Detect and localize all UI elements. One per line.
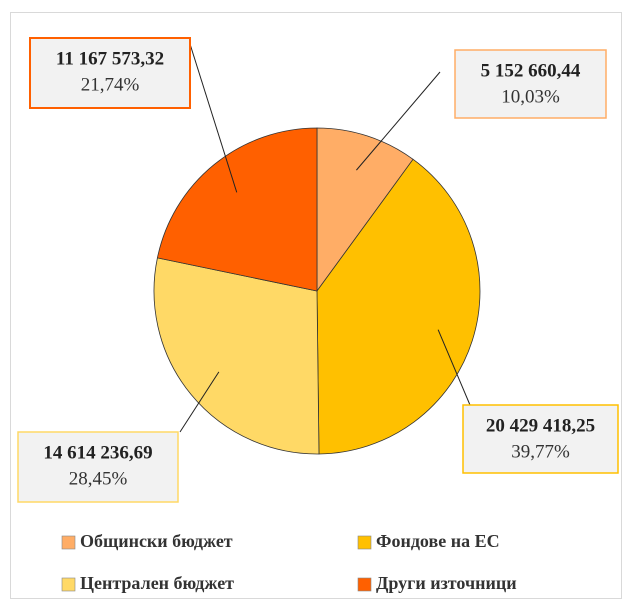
leader-line bbox=[356, 71, 441, 171]
legend-swatch bbox=[61, 535, 76, 550]
leader-line bbox=[437, 329, 471, 406]
label-box bbox=[17, 431, 179, 503]
value-label: 11 167 573,32 bbox=[56, 48, 164, 69]
legend-label: Фондове на ЕС bbox=[376, 531, 500, 551]
legend-label: Други източници bbox=[376, 573, 517, 593]
percent-label: 21,74% bbox=[81, 74, 140, 95]
pie-slice bbox=[156, 127, 318, 292]
legend-label: Общински бюджет bbox=[80, 531, 233, 551]
value-label: 14 614 236,69 bbox=[43, 442, 152, 463]
pie-slice bbox=[153, 257, 320, 455]
pie-slice bbox=[316, 158, 481, 455]
percent-label: 28,45% bbox=[69, 468, 128, 489]
leader-line bbox=[179, 371, 220, 433]
legend-swatch bbox=[61, 577, 76, 592]
value-label: 5 152 660,44 bbox=[481, 60, 581, 81]
legend-label: Централен бюджет bbox=[80, 573, 234, 593]
legend-swatch bbox=[357, 577, 372, 592]
label-box bbox=[454, 49, 607, 119]
pie-slice bbox=[316, 127, 414, 293]
leader-line bbox=[189, 43, 238, 193]
value-label: 20 429 418,25 bbox=[486, 415, 595, 436]
percent-label: 10,03% bbox=[501, 86, 560, 107]
label-box bbox=[462, 404, 619, 474]
percent-label: 39,77% bbox=[511, 441, 570, 462]
legend-swatch bbox=[357, 535, 372, 550]
label-box bbox=[29, 37, 191, 109]
